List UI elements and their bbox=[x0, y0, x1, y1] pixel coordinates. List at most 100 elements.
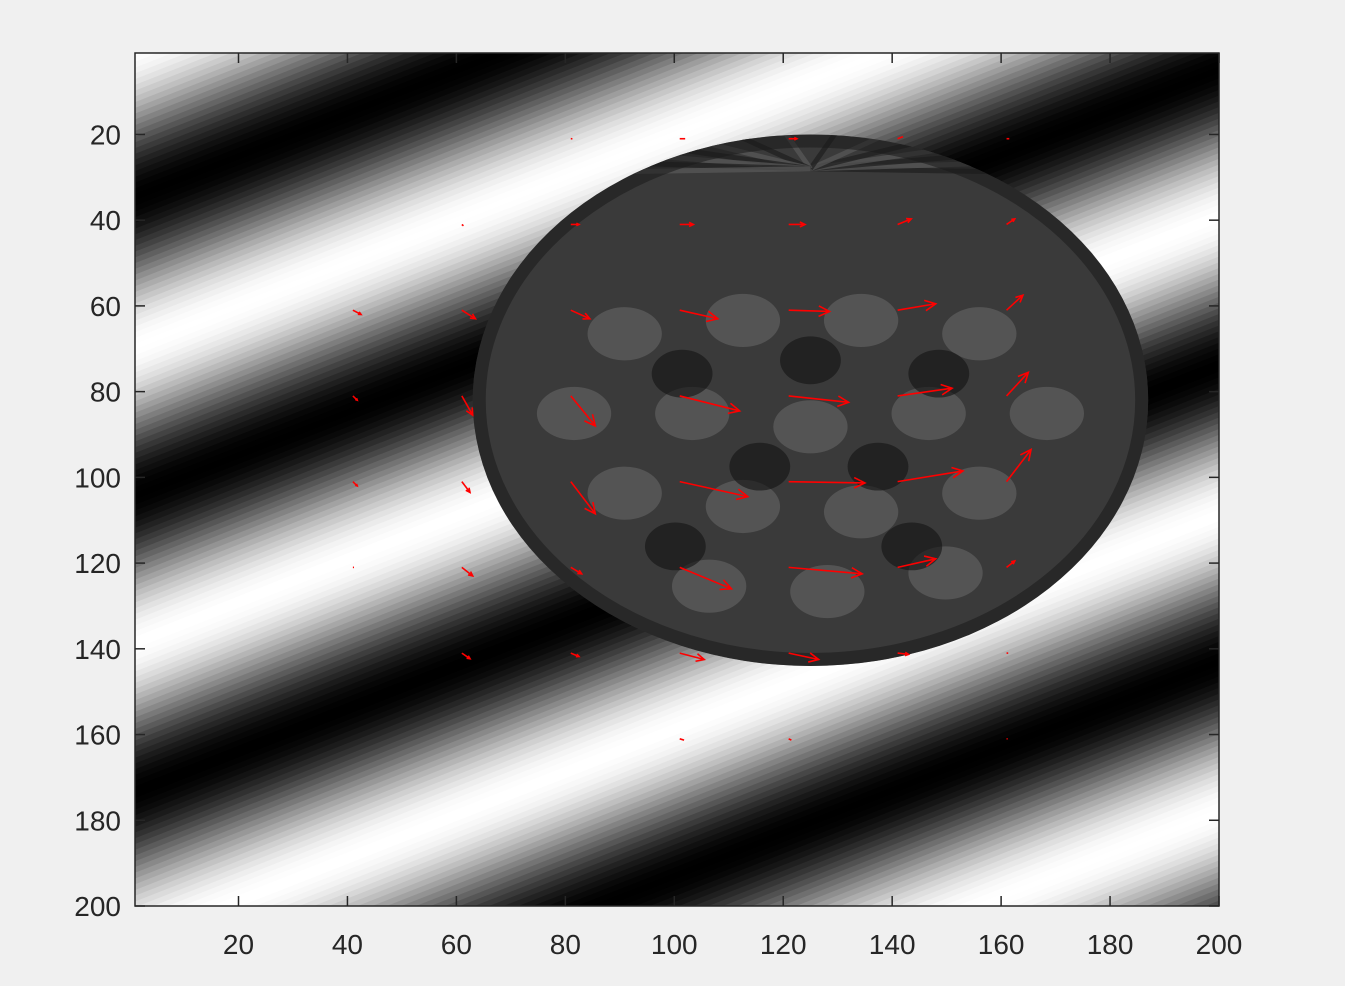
y-tick-label: 160 bbox=[74, 720, 121, 751]
quiver-arrow bbox=[570, 652, 581, 658]
background-stripe bbox=[752, 722, 1219, 906]
background-stripe bbox=[693, 699, 1219, 906]
sphere-highlight bbox=[823, 485, 899, 539]
background-stripe bbox=[1161, 883, 1219, 906]
sphere-highlight bbox=[1009, 386, 1085, 441]
x-tick-label: 200 bbox=[1196, 929, 1243, 960]
background-stripe bbox=[1073, 848, 1219, 906]
x-tick-label: 20 bbox=[223, 929, 254, 960]
y-tick-label: 180 bbox=[74, 805, 121, 836]
sphere-rim bbox=[472, 134, 1149, 666]
background-stripe bbox=[255, 526, 1219, 906]
background-stripe bbox=[1044, 837, 1219, 906]
sphere-shadow bbox=[729, 442, 791, 491]
sphere-shadow bbox=[651, 349, 713, 398]
background-stripe bbox=[942, 797, 1219, 906]
background-stripe bbox=[1176, 889, 1219, 906]
background-stripe bbox=[1088, 854, 1219, 906]
quiver-arrow bbox=[897, 135, 904, 140]
background-stripe bbox=[386, 578, 1219, 906]
y-tick-label: 60 bbox=[90, 291, 121, 322]
background-stripe bbox=[474, 613, 1219, 906]
sphere-highlight bbox=[655, 386, 730, 441]
quiver-arrow bbox=[679, 566, 734, 591]
quiver-arrow bbox=[1005, 370, 1030, 397]
background-stripe bbox=[1146, 877, 1219, 906]
quiver-arrow bbox=[352, 309, 363, 316]
quiver-arrow bbox=[788, 395, 851, 408]
quiver-arrow bbox=[788, 738, 792, 741]
background-stripe bbox=[679, 693, 1219, 906]
background-stripe bbox=[489, 618, 1219, 906]
sphere-highlight bbox=[823, 293, 899, 348]
sphere-highlight bbox=[705, 293, 781, 348]
quiver-arrow bbox=[788, 305, 832, 318]
background-stripe bbox=[1205, 900, 1219, 906]
background-stripe bbox=[810, 745, 1219, 906]
x-tick-label: 160 bbox=[978, 929, 1025, 960]
background-stripe bbox=[518, 630, 1219, 906]
background-stripe bbox=[1132, 871, 1219, 906]
sphere-highlight bbox=[587, 307, 662, 361]
background-stripe bbox=[620, 670, 1219, 906]
quiver-arrow bbox=[352, 481, 359, 488]
quiver-arrow bbox=[679, 480, 750, 501]
quiver-arrow bbox=[679, 652, 707, 663]
sphere-shadow bbox=[908, 349, 970, 398]
background-stripe bbox=[927, 791, 1219, 906]
quiver-arrow bbox=[570, 309, 592, 320]
quiver-arrow bbox=[1005, 448, 1033, 483]
quiver-arrow bbox=[679, 309, 720, 323]
quiver-arrows bbox=[352, 135, 1033, 741]
x-tick-label: 140 bbox=[869, 929, 916, 960]
background-stripe bbox=[781, 733, 1219, 906]
quiver-arrow bbox=[570, 395, 597, 428]
background-stripe bbox=[576, 653, 1219, 906]
background-stripe bbox=[591, 659, 1219, 906]
sphere-shadow bbox=[847, 442, 909, 491]
background-stripe bbox=[912, 785, 1219, 906]
quiver-arrow bbox=[897, 217, 913, 226]
x-tick-label: 100 bbox=[651, 929, 698, 960]
background-stripe bbox=[313, 549, 1219, 906]
sphere-highlight bbox=[536, 386, 612, 441]
background-stripe bbox=[372, 572, 1219, 906]
x-tick-label: 120 bbox=[760, 929, 807, 960]
x-tick-label: 180 bbox=[1087, 929, 1134, 960]
quiver-arrow bbox=[897, 299, 938, 312]
background-stripe bbox=[635, 676, 1219, 906]
quiver-arrow bbox=[570, 481, 597, 516]
background-stripe bbox=[401, 584, 1219, 906]
sphere-highlight bbox=[773, 400, 848, 454]
background-stripe bbox=[1029, 831, 1219, 906]
y-tick-label: 200 bbox=[74, 891, 121, 922]
quiver-arrow bbox=[461, 223, 464, 227]
background-stripe bbox=[240, 521, 1219, 906]
quiver-arrow bbox=[679, 221, 696, 228]
quiver-arrow bbox=[461, 395, 474, 417]
sphere-highlight bbox=[587, 466, 662, 520]
y-tick-label: 140 bbox=[74, 634, 121, 665]
background-stripe bbox=[854, 762, 1219, 906]
quiver-arrow bbox=[570, 222, 581, 227]
sphere-highlight bbox=[671, 559, 747, 613]
quiver-arrow bbox=[788, 566, 865, 579]
background-stripe bbox=[708, 705, 1219, 906]
background-stripe bbox=[357, 567, 1219, 906]
quiver-arrow bbox=[570, 566, 584, 575]
quiver-arrow bbox=[788, 136, 799, 141]
background-stripe bbox=[299, 544, 1219, 906]
y-tick-label: 100 bbox=[74, 462, 121, 493]
background-stripe bbox=[547, 641, 1219, 906]
background-stripe bbox=[971, 808, 1219, 906]
quiver-arrow bbox=[352, 395, 359, 402]
background-stripe bbox=[415, 590, 1219, 906]
background-stripe bbox=[445, 601, 1219, 906]
quiver-arrow bbox=[461, 309, 478, 320]
background-stripe bbox=[898, 779, 1219, 906]
quiver-arrow bbox=[897, 466, 965, 483]
